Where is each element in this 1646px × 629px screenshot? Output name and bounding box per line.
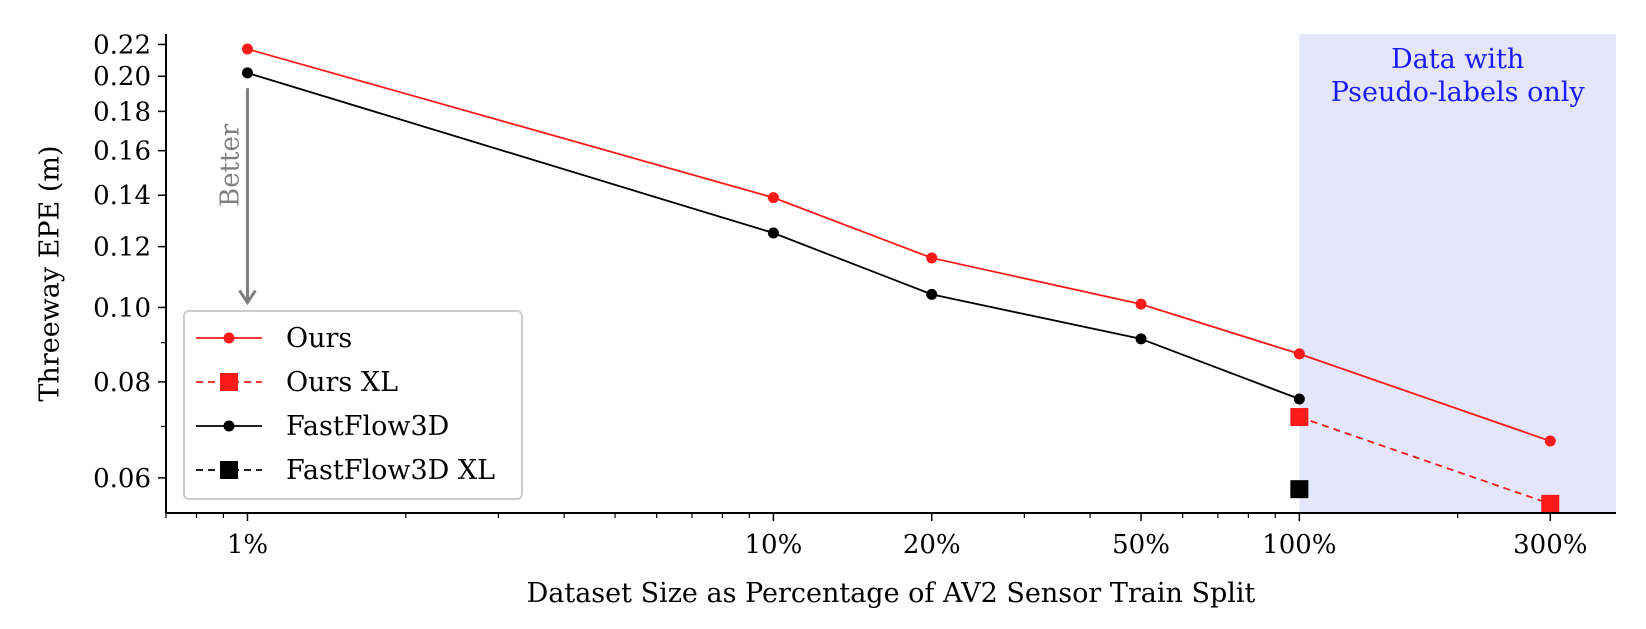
- series-fastflow3d-point: [1135, 333, 1147, 345]
- y-tick-label: 0.20: [93, 62, 151, 92]
- region-label-line-1: Data with: [1391, 44, 1524, 75]
- series-fastflow3d-xl-point: [1290, 480, 1309, 499]
- series-ours-point: [1135, 298, 1147, 310]
- y-tick-label: 0.08: [93, 368, 151, 398]
- x-tick-label: 300%: [1513, 530, 1587, 560]
- y-tick-label: 0.16: [93, 137, 151, 167]
- legend-marker-ours: [223, 332, 235, 344]
- legend-label-ours-xl: Ours XL: [286, 367, 398, 398]
- y-tick-label: 0.22: [93, 30, 151, 60]
- x-axis-title: Dataset Size as Percentage of AV2 Sensor…: [527, 578, 1256, 609]
- series-fastflow3d-point: [1293, 393, 1305, 405]
- series-layer: [241, 43, 1560, 513]
- series-fastflow3d-point: [241, 67, 253, 79]
- legend-box: [183, 310, 523, 500]
- series-ours-xl-point: [1541, 494, 1560, 513]
- y-tick-label: 0.10: [93, 293, 151, 323]
- legend-label-fastflow3d-xl: FastFlow3D XL: [286, 455, 495, 486]
- series-ours-line: [247, 48, 1551, 442]
- x-tick-label: 50%: [1112, 530, 1170, 560]
- legend-marker-fastflow3d: [223, 420, 235, 432]
- y-tick-label: 0.06: [93, 464, 151, 494]
- legend-label-fastflow3d: FastFlow3D: [286, 411, 449, 442]
- y-tick-label: 0.18: [93, 97, 151, 127]
- x-tick-label: 10%: [745, 530, 803, 560]
- ticks: 1% 10% 20% 50% 100% 300% 0.06 0.08 0.10 0.12 0.14 0…: [93, 30, 1587, 560]
- series-ours-point: [767, 192, 779, 204]
- better-arrowhead-icon: [238, 289, 257, 306]
- region-label-line-2: Pseudo-labels only: [1331, 77, 1586, 108]
- series-ours-point: [241, 43, 253, 55]
- y-axis-title: Threeway EPE (m): [35, 145, 66, 401]
- x-tick-label: 100%: [1262, 530, 1336, 560]
- legend-label-ours: Ours: [286, 323, 352, 354]
- series-ours-point: [1293, 348, 1305, 360]
- legend-marker-ours-xl: [220, 373, 238, 391]
- series-fastflow3d-point: [767, 227, 779, 239]
- series-ours-point: [1544, 435, 1556, 447]
- axes: [165, 34, 1616, 514]
- pseudo-label-region: [1299, 34, 1616, 513]
- y-tick-label: 0.14: [93, 181, 151, 211]
- better-annotation: Better: [215, 123, 245, 207]
- series-ours-xl-point: [1290, 408, 1309, 427]
- y-tick-label: 0.12: [93, 233, 151, 263]
- series-ours-xl-line: [1299, 416, 1551, 505]
- legend-marker-fastflow3d-xl: [220, 461, 238, 479]
- series-ours-point: [926, 252, 938, 264]
- series-fastflow3d-point: [926, 288, 938, 300]
- legend: Ours Ours XL FastFlow3D FastFlow3D XL: [183, 310, 523, 500]
- x-tick-label: 1%: [227, 530, 268, 560]
- x-tick-label: 20%: [903, 530, 961, 560]
